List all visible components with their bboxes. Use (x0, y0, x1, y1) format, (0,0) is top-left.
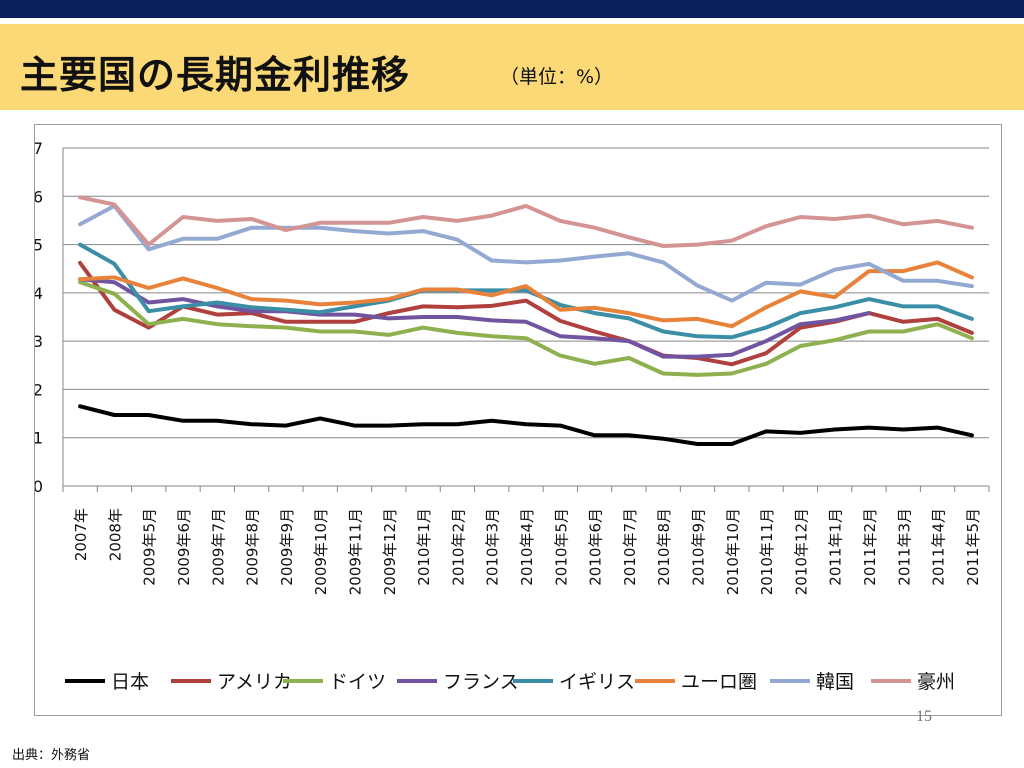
y-tick-label: 3 (35, 332, 43, 351)
y-tick-label: 2 (35, 380, 43, 399)
x-tick-label: 2009年9月 (278, 508, 296, 586)
source-note: 出典：外務省 (12, 748, 91, 763)
series-line (78, 404, 974, 446)
x-tick-label: 2010年11月 (758, 508, 776, 595)
page-number: 15 (916, 708, 932, 725)
x-tick-label: 2011年4月 (930, 508, 948, 586)
y-tick-label: 5 (35, 236, 43, 255)
x-tick-label: 2010年7月 (621, 508, 639, 586)
x-tick-label: 2009年5月 (141, 508, 159, 586)
x-tick-label: 2010年9月 (689, 508, 707, 586)
x-tick-label: 2010年6月 (587, 508, 605, 586)
x-tick-label: 2010年2月 (449, 508, 467, 586)
legend-label: フランス (443, 671, 519, 693)
x-tick-label: 2010年1月 (415, 508, 433, 586)
series-line (78, 280, 974, 377)
x-tick-label: 2010年10月 (724, 508, 742, 595)
x-tick-label: 2011年2月 (861, 508, 879, 586)
legend-label: 日本 (111, 671, 149, 693)
x-tick-label: 2007年 (72, 508, 90, 561)
chart-frame: 0 1 2 3 4 5 6 7 2007年 2008年 2009年5月 2009年6月 2009年7月 2… (34, 124, 1002, 716)
legend-label: アメリカ (217, 671, 292, 693)
x-tick-label: 2011年3月 (895, 508, 913, 586)
legend-label: ドイツ (329, 671, 386, 693)
x-tick-label: 2010年4月 (518, 508, 536, 586)
header-divider (0, 18, 1024, 21)
y-tick-label: 6 (35, 187, 43, 206)
legend-label: 豪州 (917, 671, 955, 693)
series-line (78, 203, 974, 303)
unit-label: （単位：%） (500, 66, 614, 88)
x-tick-label: 2009年11月 (347, 508, 365, 595)
y-tick-label: 7 (35, 139, 43, 158)
x-tick-label: 2009年6月 (175, 508, 193, 586)
series-line (78, 260, 974, 367)
slide-title: 主要国の長期金利推移 (20, 53, 411, 97)
x-tick-label: 2009年10月 (312, 508, 330, 595)
header-bar (0, 0, 1024, 18)
x-tick-label: 2011年5月 (964, 508, 982, 586)
x-tick-label: 2011年1月 (827, 508, 845, 586)
x-tick-label: 2009年12月 (381, 508, 399, 595)
x-tick-label: 2009年8月 (244, 508, 262, 586)
x-tick-label: 2008年 (106, 508, 124, 561)
x-tick-label: 2010年8月 (655, 508, 673, 586)
series-line (78, 242, 974, 340)
y-tick-label: 4 (35, 284, 43, 303)
x-tick-label: 2010年5月 (552, 508, 570, 586)
line-chart: 0 1 2 3 4 5 6 7 2007年 2008年 2009年5月 2009年6月 2009年7月 2… (35, 139, 990, 693)
title-band (0, 24, 1024, 110)
series-line (78, 260, 974, 329)
x-tick-label: 2010年12月 (792, 508, 810, 595)
legend-label: ユーロ圏 (681, 671, 757, 693)
series-line (78, 195, 974, 248)
legend-label: イギリス (559, 671, 635, 693)
x-tick-label: 2010年3月 (484, 508, 502, 586)
series-line (78, 277, 871, 359)
y-tick-label: 0 (35, 477, 43, 496)
x-tick-label: 2009年7月 (209, 508, 227, 586)
legend-label: 韓国 (816, 671, 854, 693)
y-tick-label: 1 (35, 429, 43, 448)
